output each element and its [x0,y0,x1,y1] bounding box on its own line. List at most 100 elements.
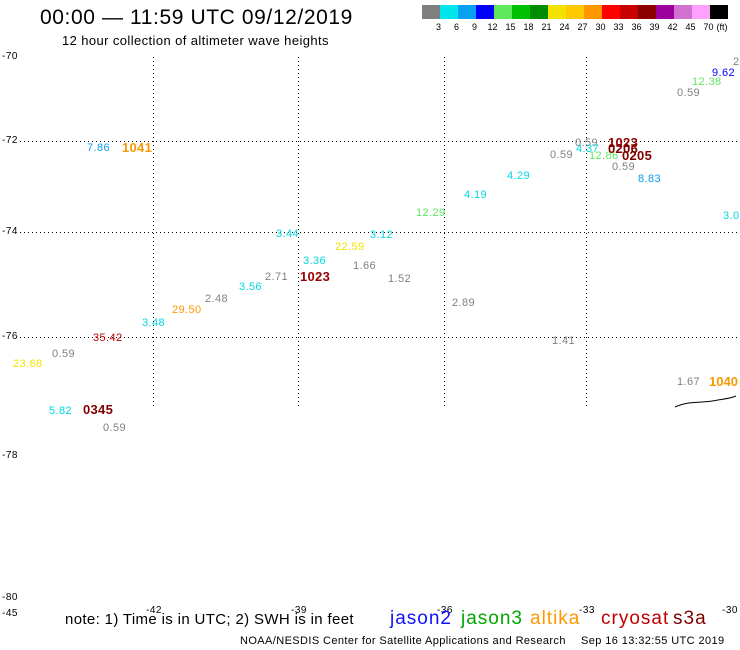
credit-line: NOAA/NESDIS Center for Satellite Applica… [240,635,566,647]
generated-timestamp: Sep 16 13:32:55 UTC 2019 [581,635,725,647]
satellite-legend-cryosat: cryosat [601,608,670,629]
pass-time-label: 1023 [300,269,331,284]
latitude-label: -78 [2,450,18,461]
color-scale-label: 70 [703,22,714,32]
latitude-label: -74 [2,226,18,237]
map-subtitle: 12 hour collection of altimeter wave hei… [62,33,329,48]
wave-height-label: 1.41 [552,335,576,347]
longitude-label: -39 [291,605,307,616]
color-scale-label: 21 [541,22,552,32]
color-scale-label: 9 [471,22,477,32]
color-scale-label: 30 [595,22,606,32]
wave-height-label: 4.29 [507,170,531,182]
color-scale-label: 6 [453,22,459,32]
wave-height-label: 4.19 [464,189,488,201]
color-scale-swatch [710,5,728,19]
wave-height-label: 8.83 [638,173,662,185]
color-scale-label: 33 [613,22,624,32]
color-scale-label: 24 [559,22,570,32]
color-scale-label: 15 [505,22,516,32]
units-note: note: 1) Time is in UTC; 2) SWH is in fe… [65,611,354,628]
wave-height-label: 22.59 [335,241,365,253]
wave-height-label: 0.59 [103,422,127,434]
color-scale-unit: (ft) [716,22,728,32]
wave-height-label: 0.59 [612,161,636,173]
color-scale-swatch [458,5,476,19]
latitude-label: -72 [2,135,18,146]
wave-height-label: 3.48 [142,317,166,329]
wave-height-label: 3.36 [303,255,327,267]
color-scale-swatch [674,5,692,19]
wave-height-label: 2 [733,56,740,68]
wave-height-label: 3.12 [370,229,394,241]
color-scale-swatch [476,5,494,19]
color-scale-swatch [584,5,602,19]
wave-height-label: 5.82 [49,405,73,417]
color-scale-label: 39 [649,22,660,32]
wave-height-label: 23.68 [13,358,43,370]
pass-time-label: 1040 [709,374,738,389]
pass-time-label: 1041 [122,140,153,155]
latitude-label: -70 [2,51,18,62]
wave-height-label: 2.89 [452,297,476,309]
wave-height-label: 1.52 [388,273,412,285]
wave-height-label: 12.29 [416,207,446,219]
wave-height-label: 7.86 [87,142,111,154]
color-scale-label: 42 [667,22,678,32]
color-scale-swatch [638,5,656,19]
wave-height-label: 0.59 [52,348,76,360]
color-scale-label: 27 [577,22,588,32]
wave-height-label: 9.62 [712,67,736,79]
color-scale-swatch [422,5,440,19]
color-scale-swatch [602,5,620,19]
coastline [674,395,737,408]
wave-height-label: 0.59 [575,137,599,149]
color-scale-label: 12 [487,22,498,32]
color-scale-swatch [494,5,512,19]
color-scale-swatch [440,5,458,19]
color-scale-label: 36 [631,22,642,32]
wave-height-label: 29.50 [172,304,202,316]
satellite-legend-jason2: jason2 [390,608,452,629]
wave-height-label: 0.59 [550,149,574,161]
longitude-label: -45 [2,608,18,619]
color-scale-swatch [620,5,638,19]
wave-height-label: 35.42 [93,332,123,344]
wave-height-label: 1.67 [677,376,701,388]
color-scale-swatch [656,5,674,19]
pass-time-label: 0345 [83,402,114,417]
wave-height-label: 3.56 [239,281,263,293]
pass-time-label: 1023 [608,135,639,150]
longitude-label: -33 [579,605,595,616]
wave-height-label: 12.86 [589,150,619,162]
color-scale-swatch [530,5,548,19]
satellite-legend-s3a: s3a [673,608,707,629]
color-scale-swatch [512,5,530,19]
longitude-label: -42 [146,605,162,616]
pass-time-label: 0206 [608,141,639,156]
color-scale-swatch [548,5,566,19]
longitude-label: -30 [722,605,738,616]
wave-height-label: 2.71 [265,271,289,283]
wave-height-label: 1.66 [353,260,377,272]
satellite-legend-altika: altika [530,608,581,629]
wave-height-label: 2.48 [205,293,229,305]
satellite-legend-jason3: jason3 [461,608,523,629]
wave-height-label: 4.37 [576,143,600,155]
color-scale-swatch [692,5,710,19]
map-title: 00:00 — 11:59 UTC 09/12/2019 [40,6,353,29]
wave-height-label: 12.38 [692,76,722,88]
wave-height-label: 3.0 [723,210,740,222]
pass-time-label: 0205 [622,148,653,163]
color-scale-swatch [566,5,584,19]
color-scale-label: 18 [523,22,534,32]
longitude-label: -36 [437,605,453,616]
latitude-label: -76 [2,331,18,342]
color-scale-label: 3 [435,22,441,32]
latitude-label: -80 [2,592,18,603]
color-scale-label: 45 [685,22,696,32]
wave-height-label: 0.59 [677,87,701,99]
wave-height-label: 3.44 [276,228,300,240]
